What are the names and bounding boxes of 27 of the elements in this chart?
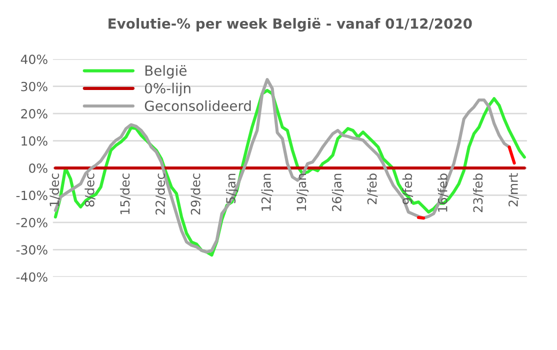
y-tick-label: 0% [29,163,48,173]
x-tick-label: 1/dec [49,174,60,206]
x-tick-label: 16/feb [438,174,448,212]
y-tick-label: 10% [22,136,48,146]
x-tick-label: 12/jan [261,174,274,211]
x-tick-label: 2/mrt [508,173,519,206]
x-tick-label: 2/feb [367,174,378,204]
legend-label: Geconsolideerd [144,100,251,112]
legend-label: 0%-lijn [145,82,190,96]
x-tick-label: 26/jan [332,174,344,212]
x-tick-label: 15/dec [120,174,131,214]
y-tick-label: 40% [20,54,48,64]
y-tick-label: -20% [16,218,48,228]
x-tick-label: 29/dec [190,174,202,215]
y-tick-label: 30% [21,82,48,92]
x-tick-label: 8/dec [84,174,96,207]
y-tick-label: 20% [21,109,48,118]
legend-label: België [145,65,187,79]
x-tick-label: 23/feb [472,174,484,212]
y-tick-label: -40% [16,272,48,282]
x-tick-label: 22/dec [155,174,166,215]
x-tick-label: 5/jan [226,174,238,204]
y-tick-label: -10% [16,190,48,200]
chart-title: Evolutie-% per week België - vanaf 01/12/2020 [108,18,472,32]
x-tick-label: 19/jan [296,174,309,211]
y-tick-label: -30% [16,245,48,255]
x-tick-label: 9/feb [402,174,414,204]
